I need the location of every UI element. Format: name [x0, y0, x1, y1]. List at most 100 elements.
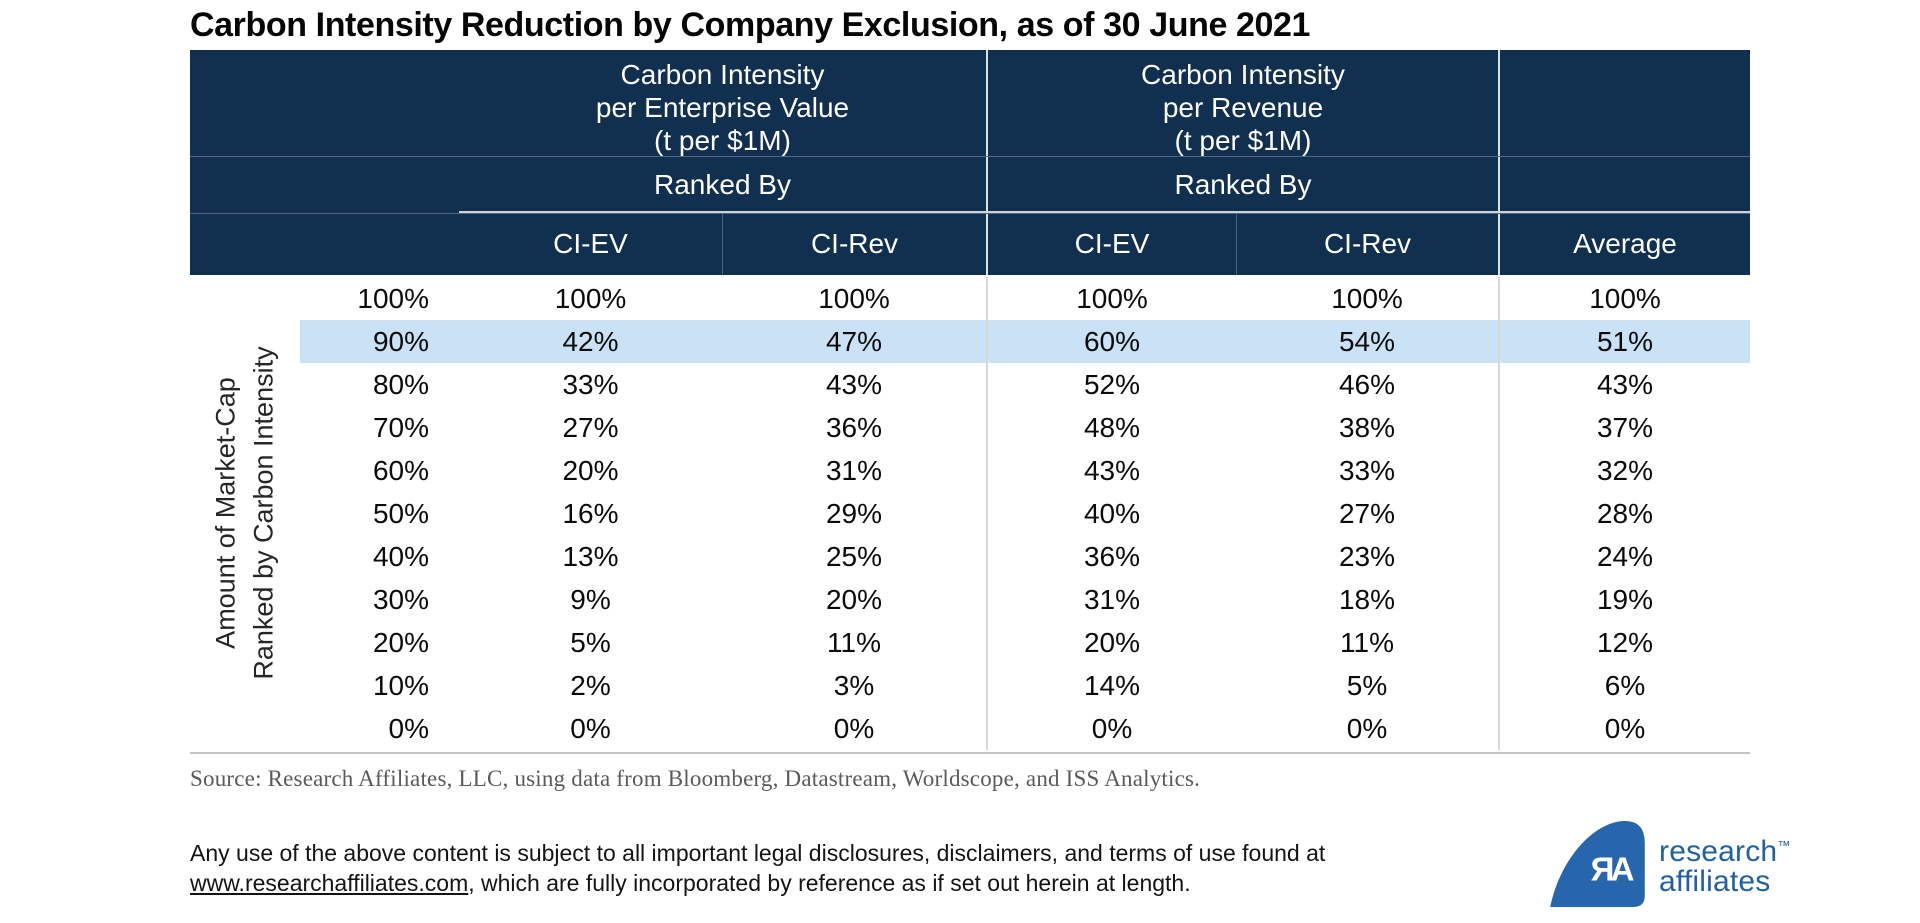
- table-cell: 42%: [562, 326, 619, 357]
- ranked-by-row: Ranked By Ranked By: [190, 156, 1750, 213]
- table-cell: 28%: [1498, 492, 1750, 535]
- ranked-by-label-rev: Ranked By: [986, 157, 1498, 213]
- table-cell: 20%: [562, 455, 619, 486]
- table-cell: 43%: [825, 369, 883, 400]
- row-label: 100%: [357, 283, 429, 314]
- table-cell: 19%: [1498, 578, 1750, 621]
- table-row: 70% 27% 36% 48% 38% 37%: [190, 406, 1750, 449]
- table-cell: 100%: [986, 277, 1236, 320]
- group-header-average-spacer: [1498, 50, 1750, 156]
- disclaimer-link[interactable]: www.researchaffiliates.com: [190, 870, 469, 896]
- table-cell: 31%: [986, 578, 1236, 621]
- disclaimer-after-link: , which are fully incorporated by refere…: [468, 870, 1191, 896]
- table-cell: 2%: [570, 670, 611, 701]
- column-header-row: CI-EV CI-Rev CI-EV CI-Rev Average: [190, 213, 1750, 275]
- table-row: 10% 2% 3% 14% 5% 6%: [190, 664, 1750, 707]
- table-cell: 0%: [1346, 713, 1388, 744]
- column-header-ci-rev-1: CI-Rev: [722, 214, 986, 275]
- table-cell: 6%: [1498, 664, 1750, 707]
- ra-logo-mark-icon: ЯA: [1550, 821, 1645, 907]
- data-table: Carbon Intensity per Enterprise Value (t…: [190, 50, 1750, 754]
- table-row: 90% 42% 47% 60% 54% 51%: [190, 320, 1750, 363]
- column-header-ci-rev-2: CI-Rev: [1236, 214, 1498, 275]
- table-cell: 16%: [562, 498, 619, 529]
- table-cell: 0%: [1498, 707, 1750, 750]
- row-axis-label-area: Amount of Market-Cap Ranked by Carbon In…: [190, 277, 300, 750]
- table-cell: 31%: [825, 455, 883, 486]
- row-body: 80% 33% 43% 52% 46% 43%: [300, 363, 1750, 406]
- table-cell: 43%: [1498, 363, 1750, 406]
- ra-logo-monogram: ЯA: [1591, 852, 1635, 889]
- row-body: 10% 2% 3% 14% 5% 6%: [300, 664, 1750, 707]
- row-label: 90%: [372, 326, 429, 357]
- table-cell: 14%: [986, 664, 1236, 707]
- wordmark-line1: research™: [1659, 834, 1791, 868]
- group-header-row: Carbon Intensity per Enterprise Value (t…: [190, 50, 1750, 156]
- table-cell: 5%: [570, 627, 611, 658]
- table-cell: 32%: [1498, 449, 1750, 492]
- table-cell: 46%: [1338, 369, 1396, 400]
- table-cell: 40%: [986, 492, 1236, 535]
- table-cell: 36%: [825, 412, 883, 443]
- table-cell: 27%: [562, 412, 619, 443]
- table-cell: 37%: [1498, 406, 1750, 449]
- row-body: 40% 13% 25% 36% 23% 24%: [300, 535, 1750, 578]
- table-cell: 100%: [818, 283, 890, 314]
- table-cell: 25%: [825, 541, 883, 572]
- table-cell: 5%: [1346, 670, 1388, 701]
- table-cell: 36%: [986, 535, 1236, 578]
- row-label: 30%: [372, 584, 429, 615]
- table-cell: 18%: [1338, 584, 1396, 615]
- table-cell: 43%: [986, 449, 1236, 492]
- table-cell: 0%: [570, 713, 611, 744]
- row-body: 20% 5% 11% 20% 11% 12%: [300, 621, 1750, 664]
- table-cell: 52%: [986, 363, 1236, 406]
- table-cell: 27%: [1338, 498, 1396, 529]
- row-label: 70%: [372, 412, 429, 443]
- table-cell: 100%: [1331, 283, 1403, 314]
- table-cell: 33%: [1338, 455, 1396, 486]
- ranked-by-label-ev: Ranked By: [459, 157, 986, 213]
- row-body: 100% 100% 100% 100% 100% 100%: [300, 277, 1750, 320]
- source-note: Source: Research Affiliates, LLC, using …: [190, 766, 1201, 791]
- row-label: 80%: [372, 369, 429, 400]
- trademark-symbol: ™: [1777, 837, 1791, 853]
- table-cell: 47%: [825, 326, 883, 357]
- table-cell: 11%: [1340, 627, 1394, 658]
- header-corner-spacer: [190, 50, 459, 156]
- table-bottom-rule: [190, 752, 1750, 754]
- table-cell: 12%: [1498, 621, 1750, 664]
- ra-logo-wordmark: research™ affiliates: [1659, 831, 1791, 897]
- row-body: 30% 9% 20% 31% 18% 19%: [300, 578, 1750, 621]
- row-body: 60% 20% 31% 43% 33% 32%: [300, 449, 1750, 492]
- table-row: 100% 100% 100% 100% 100% 100%: [190, 277, 1750, 320]
- table-cell: 3%: [833, 670, 875, 701]
- table-cell: 23%: [1338, 541, 1396, 572]
- group-header-revenue: Carbon Intensity per Revenue (t per $1M): [986, 50, 1498, 156]
- table-row: 30% 9% 20% 31% 18% 19%: [190, 578, 1750, 621]
- table-row: 20% 5% 11% 20% 11% 12%: [190, 621, 1750, 664]
- row-axis-label: Amount of Market-Cap Ranked by Carbon In…: [210, 346, 279, 680]
- disclaimer-text: Any use of the above content is subject …: [190, 838, 1400, 898]
- row-label: 60%: [372, 455, 429, 486]
- row-body: 90% 42% 47% 60% 54% 51%: [300, 320, 1750, 363]
- row-body: 70% 27% 36% 48% 38% 37%: [300, 406, 1750, 449]
- group-header-enterprise-value: Carbon Intensity per Enterprise Value (t…: [595, 59, 850, 156]
- table-cell: 33%: [562, 369, 619, 400]
- table-cell: 20%: [986, 621, 1236, 664]
- column-header-spacer: [190, 214, 459, 275]
- table-cell: 48%: [986, 406, 1236, 449]
- row-label: 0%: [388, 713, 429, 744]
- table-row: 50% 16% 29% 40% 27% 28%: [190, 492, 1750, 535]
- row-body: 0% 0% 0% 0% 0% 0%: [300, 707, 1750, 750]
- row-label: 10%: [372, 670, 429, 701]
- table-cell: 60%: [986, 320, 1236, 363]
- table-body: 100% 100% 100% 100% 100% 100% 90% 42% 47…: [190, 277, 1750, 750]
- table-cell: 13%: [562, 541, 619, 572]
- ra-logo: ЯA research™ affiliates: [1550, 820, 1791, 907]
- table-cell: 24%: [1498, 535, 1750, 578]
- column-header-average: Average: [1498, 214, 1750, 275]
- table-cell: 9%: [570, 584, 611, 615]
- ranked-by-spacer: [190, 157, 459, 213]
